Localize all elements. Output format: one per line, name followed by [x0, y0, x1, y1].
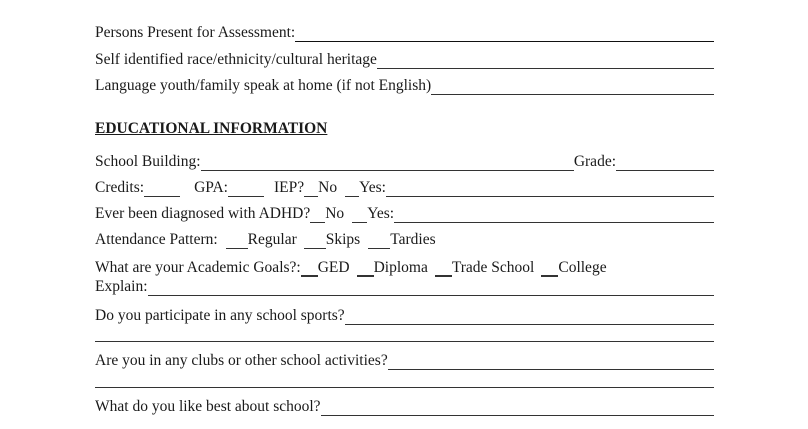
iep-yes-label: Yes: — [359, 179, 386, 196]
gpa-label: GPA: — [194, 179, 228, 196]
attendance-row: Attendance Pattern: Regular Skips Tardie… — [95, 229, 714, 249]
goals-label: What are your Academic Goals?: — [95, 259, 301, 276]
race-field[interactable] — [376, 53, 714, 69]
race-label: Self identified race/ethnicity/cultural … — [95, 51, 377, 68]
like-best-row: What do you like best about school? — [95, 396, 714, 416]
tardies-label: Tardies — [390, 231, 436, 248]
clubs-field[interactable] — [387, 354, 714, 370]
language-row: Language youth/family speak at home (if … — [95, 75, 714, 95]
persons-present-field[interactable] — [295, 26, 714, 42]
sports-field[interactable] — [344, 309, 714, 325]
iep-yes-blank[interactable] — [345, 181, 360, 197]
adhd-label: Ever been diagnosed with ADHD? — [95, 205, 311, 222]
like-best-field[interactable] — [320, 400, 714, 416]
adhd-yes-field[interactable] — [394, 207, 714, 223]
language-label: Language youth/family speak at home (if … — [95, 77, 432, 94]
diploma-label: Diploma — [373, 259, 428, 276]
race-row: Self identified race/ethnicity/cultural … — [95, 49, 714, 69]
adhd-yes-label: Yes: — [367, 205, 395, 222]
credits-row: Credits: GPA: IEP? No Yes: — [95, 177, 714, 197]
persons-present-row: Persons Present for Assessment: — [95, 22, 714, 42]
regular-label: Regular — [247, 231, 297, 248]
persons-present-label: Persons Present for Assessment: — [95, 24, 296, 41]
clubs-label: Are you in any clubs or other school act… — [95, 352, 388, 369]
attendance-label: Attendance Pattern: — [95, 231, 218, 248]
explain-field[interactable] — [147, 280, 714, 296]
trade-blank[interactable] — [434, 260, 452, 277]
school-row: School Building: Grade: — [95, 151, 714, 171]
trade-label: Trade School — [451, 259, 535, 276]
clubs-extra-line[interactable] — [95, 387, 714, 388]
clubs-row: Are you in any clubs or other school act… — [95, 350, 714, 370]
credits-field[interactable] — [144, 181, 181, 197]
tardies-blank[interactable] — [368, 233, 391, 249]
gpa-field[interactable] — [228, 181, 264, 197]
school-building-field[interactable] — [200, 155, 574, 171]
college-label: College — [558, 259, 607, 276]
adhd-row: Ever been diagnosed with ADHD? No Yes: — [95, 203, 714, 223]
goals-row: What are your Academic Goals?: GED Diplo… — [95, 257, 607, 277]
iep-yes-field[interactable] — [385, 181, 714, 197]
section-heading: EDUCATIONAL INFORMATION — [95, 120, 328, 137]
adhd-yes-blank[interactable] — [352, 207, 368, 223]
sports-label: Do you participate in any school sports? — [95, 307, 345, 324]
grade-label: Grade: — [573, 153, 616, 170]
sports-extra-line[interactable] — [95, 341, 714, 342]
iep-no-label: No — [318, 179, 338, 196]
sports-row: Do you participate in any school sports? — [95, 305, 714, 325]
diploma-blank[interactable] — [356, 260, 374, 277]
school-building-label: School Building: — [95, 153, 201, 170]
iep-label: IEP? — [274, 179, 305, 196]
ged-blank[interactable] — [300, 260, 318, 277]
explain-row: Explain: — [95, 276, 714, 296]
adhd-no-blank[interactable] — [310, 207, 326, 223]
adhd-no-label: No — [325, 205, 345, 222]
skips-label: Skips — [325, 231, 361, 248]
explain-label: Explain: — [95, 278, 148, 295]
like-best-label: What do you like best about school? — [95, 398, 321, 415]
regular-blank[interactable] — [225, 233, 248, 249]
skips-blank[interactable] — [303, 233, 326, 249]
college-blank[interactable] — [541, 260, 559, 277]
ged-label: GED — [317, 259, 350, 276]
credits-label: Credits: — [95, 179, 145, 196]
iep-no-blank[interactable] — [304, 181, 319, 197]
grade-field[interactable] — [616, 155, 714, 171]
language-field[interactable] — [431, 79, 714, 95]
